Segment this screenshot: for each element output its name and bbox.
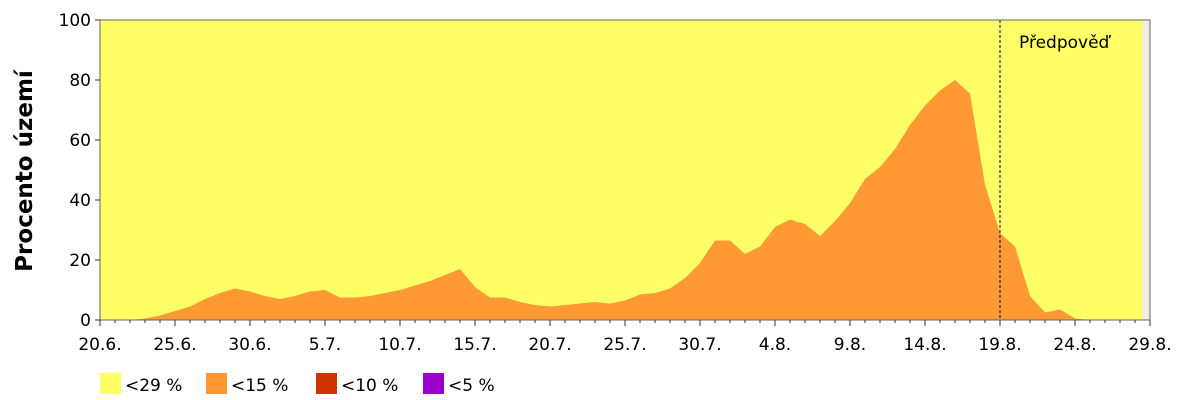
legend-label: <10 % (341, 376, 398, 396)
x-tick-label: 5.7. (309, 335, 341, 355)
legend-swatch (100, 373, 121, 394)
axes: 0 20 40 60 80 100 20.6. 25.6. 30.6. 5.7. 10.7. 15.7… (59, 11, 1172, 355)
x-tick-label: 29.8. (1128, 335, 1171, 355)
x-tick-label: 25.7. (603, 335, 646, 355)
y-tick-label: 0 (80, 311, 91, 331)
y-tick-label: 60 (69, 131, 91, 151)
y-tick-label: 20 (69, 251, 91, 271)
x-tick-label: 10.7. (378, 335, 421, 355)
y-tick-label: 40 (69, 191, 91, 211)
x-tick-label: 19.8. (978, 335, 1021, 355)
forecast-label: Předpověď (1019, 33, 1112, 53)
legend-item: <5 % (423, 373, 495, 396)
legend-item: <10 % (316, 373, 398, 396)
legend-label: <29 % (125, 376, 182, 396)
y-tick-label: 100 (59, 11, 91, 31)
plot-area: Předpověď (100, 20, 1150, 320)
legend-item: <29 % (100, 373, 182, 396)
x-tick-label: 15.7. (453, 335, 496, 355)
x-tick-label: 25.6. (153, 335, 196, 355)
x-tick-label: 20.6. (78, 335, 121, 355)
x-tick-label: 24.8. (1053, 335, 1096, 355)
legend-swatch (423, 373, 444, 394)
x-tick-label: 30.7. (678, 335, 721, 355)
legend-label: <5 % (448, 376, 495, 396)
legend-label: <15 % (231, 376, 288, 396)
legend-swatch (316, 373, 337, 394)
x-tick-label: 30.6. (228, 335, 271, 355)
series-area-lt15 (100, 80, 1143, 320)
legend: <29 % <15 % <10 % <5 % (100, 373, 495, 396)
legend-item: <15 % (206, 373, 288, 396)
x-tick-label: 4.8. (759, 335, 791, 355)
y-tick-label: 80 (69, 71, 91, 91)
legend-swatch (206, 373, 227, 394)
x-tick-label: 9.8. (834, 335, 866, 355)
y-axis-label: Procento území (12, 69, 38, 272)
x-tick-label: 20.7. (528, 335, 571, 355)
x-tick-label: 14.8. (903, 335, 946, 355)
